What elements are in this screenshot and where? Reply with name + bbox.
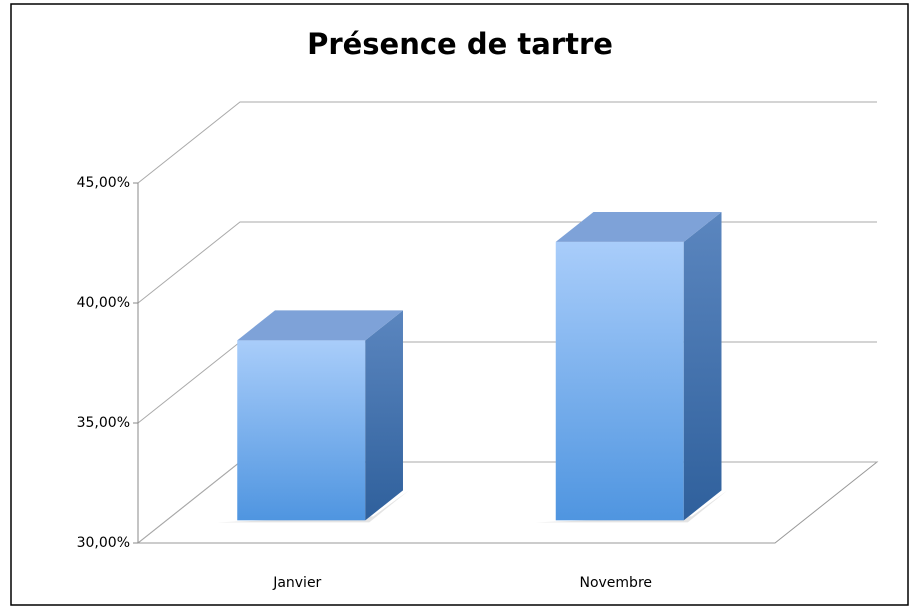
bar-front (555, 241, 684, 521)
bar-front (237, 340, 366, 521)
frame (10, 3, 909, 606)
x-tick-label: Janvier (272, 575, 321, 591)
y-tick-label: 40,00% (77, 295, 130, 311)
bar-top (555, 211, 722, 242)
bar-top (237, 310, 403, 341)
grid-line (137, 101, 877, 184)
x-tick-label: Novembre (579, 575, 652, 591)
y-tick-label: 35,00% (77, 415, 130, 431)
y-tick-label: 45,00% (77, 175, 130, 191)
bar-side (365, 310, 403, 521)
y-tick-label: 30,00% (77, 535, 130, 551)
bar-side (683, 211, 722, 521)
chart-title: Présence de tartre (307, 27, 613, 61)
